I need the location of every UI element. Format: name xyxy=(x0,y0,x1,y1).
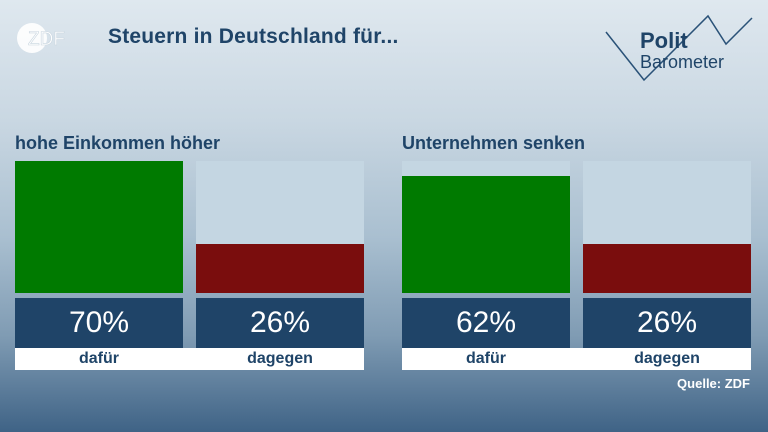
chart-2-bar-dafuer xyxy=(402,176,570,293)
source-note: Quelle: ZDF xyxy=(677,376,750,391)
chart-1-bar-dafuer xyxy=(15,161,183,293)
chart-2-bar-box-dafuer xyxy=(402,161,570,293)
politbarometer-logo: Polit Barometer xyxy=(605,14,753,82)
chart-1-value-dafuer: 70% xyxy=(15,298,183,348)
chart-1-label-dafuer: dafür xyxy=(15,348,183,370)
chart-2-value-dafuer: 62% xyxy=(402,298,570,348)
chart-2-label-dafuer: dafür xyxy=(402,348,570,370)
chart-2-title: Unternehmen senken xyxy=(402,133,586,153)
chart-2-value-dagegen: 26% xyxy=(583,298,751,348)
chart-1-label-dagegen: dagegen xyxy=(196,348,364,370)
chart-2-bar-box-dagegen xyxy=(583,161,751,293)
zdf-logo: ZDF xyxy=(17,23,65,53)
chart-2-label-dagegen: dagegen xyxy=(583,348,751,370)
chart-1-bar-box-dafuer xyxy=(15,161,183,293)
chart-1-title: hohe Einkommen höher xyxy=(15,133,221,153)
politbarometer-word2: Barometer xyxy=(640,52,724,72)
page-title: Steuern in Deutschland für... xyxy=(108,25,399,48)
zdf-logo-text: ZDF xyxy=(28,29,65,50)
chart-1-value-dagegen: 26% xyxy=(196,298,364,348)
chart-1-bar-box-dagegen xyxy=(196,161,364,293)
chart-2-bar-dagegen xyxy=(583,244,751,293)
politbarometer-word1: Polit xyxy=(640,28,688,53)
chart-1-bar-dagegen xyxy=(196,244,364,293)
